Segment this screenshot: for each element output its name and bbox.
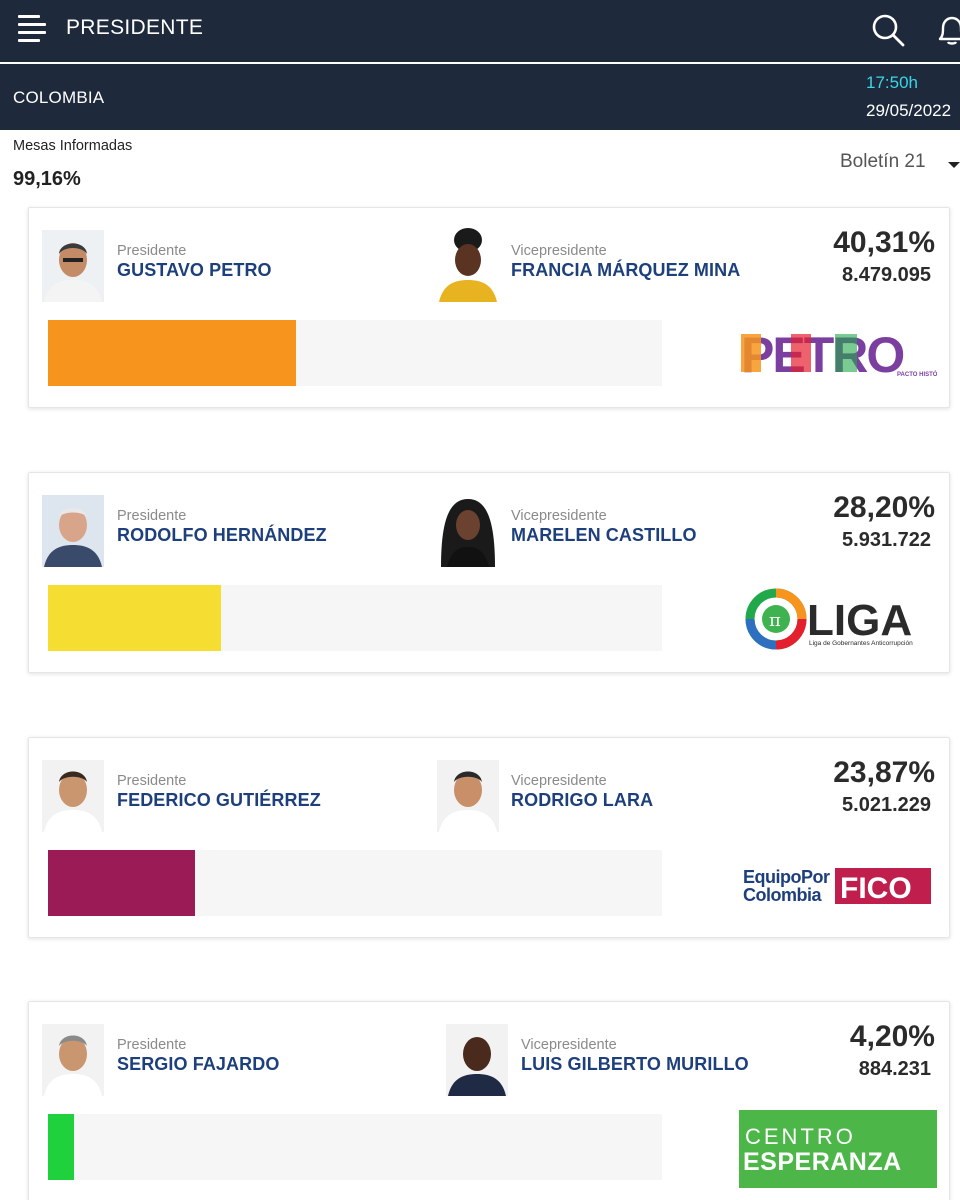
vice-candidate-photo	[446, 1024, 508, 1096]
president-name: RODOLFO HERNÁNDEZ	[117, 525, 327, 545]
candidate-photo	[42, 495, 104, 567]
vice-name: RODRIGO LARA	[511, 790, 654, 810]
candidate-card[interactable]: Presidente GUSTAVO PETRO Vicepresidente …	[28, 207, 950, 408]
president-role-label: Presidente	[117, 508, 187, 524]
mesas-informadas-value: 99,16%	[13, 168, 81, 190]
vice-name: MARELEN CASTILLO	[511, 525, 697, 545]
bell-icon[interactable]	[934, 12, 960, 48]
candidate-photo	[42, 230, 104, 302]
country-bar: COLOMBIA 17:50h 29/05/2022	[0, 64, 960, 130]
top-app-bar: PRESIDENTE	[0, 0, 960, 62]
caret-down-icon[interactable]	[948, 162, 960, 168]
update-time: 17:50h	[866, 73, 918, 92]
vice-role-label: Vicepresidente	[511, 508, 607, 524]
candidate-card[interactable]: Presidente RODOLFO HERNÁNDEZ Vicepreside…	[28, 472, 950, 673]
president-role-label: Presidente	[117, 243, 187, 259]
vote-count: 884.231	[858, 1058, 931, 1080]
vice-role-label: Vicepresidente	[521, 1037, 617, 1053]
party-logo-line2: ESPERANZA	[743, 1148, 902, 1176]
hamburger-menu-icon[interactable]	[18, 15, 46, 43]
search-icon[interactable]	[870, 12, 906, 48]
vote-bar-fill	[48, 850, 195, 916]
candidate-photo	[42, 1024, 104, 1096]
party-logo-subtext: PACTO HISTÓRICO	[897, 370, 937, 378]
vote-bar-track	[48, 320, 662, 386]
vote-count: 5.021.229	[842, 794, 931, 816]
party-logo-text: PETRO	[741, 327, 903, 383]
vote-count: 5.931.722	[842, 529, 931, 551]
vice-candidate-photo	[437, 222, 499, 302]
page-title: PRESIDENTE	[66, 16, 204, 39]
vote-percentage: 23,87%	[833, 756, 935, 789]
vote-percentage: 40,31%	[833, 226, 935, 259]
vice-role-label: Vicepresidente	[511, 773, 607, 789]
party-logo-text: FICO	[840, 872, 912, 905]
party-logo: π LIGA Liga de Gobernantes Anticorrupció…	[739, 581, 937, 659]
mesas-informadas-label: Mesas Informadas	[13, 138, 133, 154]
party-logo-subtext: Liga de Gobernantes Anticorrupción	[809, 640, 913, 647]
vice-name: FRANCIA MÁRQUEZ MINA	[511, 260, 741, 280]
vote-percentage: 4,20%	[849, 1020, 935, 1053]
candidate-photo	[42, 760, 104, 832]
header-divider	[0, 62, 960, 64]
vote-count: 8.479.095	[842, 264, 931, 286]
vote-bar-track	[48, 850, 662, 916]
vote-bar-fill	[48, 1114, 74, 1180]
president-role-label: Presidente	[117, 773, 187, 789]
update-date: 29/05/2022	[866, 101, 952, 120]
svg-text:π: π	[769, 610, 781, 631]
candidate-card[interactable]: Presidente FEDERICO GUTIÉRREZ Vicepresid…	[28, 737, 950, 938]
vote-bar-track	[48, 1114, 662, 1180]
president-name: SERGIO FAJARDO	[117, 1054, 280, 1074]
party-logo: PETRO PACTO HISTÓRICO	[739, 316, 937, 394]
president-name: GUSTAVO PETRO	[117, 260, 272, 280]
vote-bar-fill	[48, 320, 296, 386]
president-role-label: Presidente	[117, 1037, 187, 1053]
vote-bar-track	[48, 585, 662, 651]
party-logo-line2: Colombia	[743, 885, 822, 905]
boletin-selector[interactable]: Boletín 21	[840, 151, 926, 172]
vice-name: LUIS GILBERTO MURILLO	[521, 1054, 749, 1074]
party-logo: EquipoPor Colombia FICO	[739, 846, 937, 924]
vice-role-label: Vicepresidente	[511, 243, 607, 259]
candidate-card[interactable]: Presidente SERGIO FAJARDO Vicepresidente…	[28, 1001, 950, 1200]
vice-candidate-photo	[437, 491, 499, 567]
party-logo-text: LIGA	[807, 596, 912, 645]
party-logo: CENTRO ESPERANZA	[739, 1110, 937, 1188]
country-label: COLOMBIA	[13, 88, 105, 107]
vote-bar-fill	[48, 585, 222, 651]
vote-percentage: 28,20%	[833, 491, 935, 524]
president-name: FEDERICO GUTIÉRREZ	[117, 790, 321, 810]
vice-candidate-photo	[437, 760, 499, 832]
party-logo-line1: CENTRO	[745, 1124, 856, 1149]
party-logo-line1: EquipoPor	[743, 867, 830, 887]
